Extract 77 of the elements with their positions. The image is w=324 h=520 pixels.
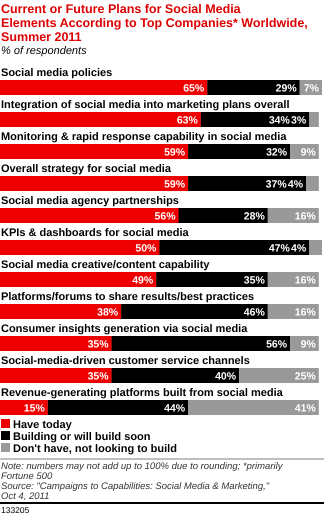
y-tick-label: Monitoring & rapid response capability in social media: [1, 131, 288, 143]
bar: [112, 336, 290, 351]
data-label: 59%: [164, 146, 186, 158]
bar: [0, 144, 188, 159]
data-label: 34%: [268, 114, 291, 126]
data-label: 50%: [135, 242, 158, 254]
bar: [0, 304, 122, 319]
y-tick-label: Integration of social media into marketing plans overall: [1, 99, 290, 111]
source-note: Source: "Campaigns to Capabilities: Social Media & Marketing," Oct 4, 2011: [1, 481, 270, 502]
y-tick-label: KPIs & dashboards for social media: [1, 227, 190, 239]
data-label: 16%: [294, 306, 316, 318]
bar: [309, 240, 322, 255]
bar: [156, 272, 268, 287]
y-tick-label: Social media creative/content capability: [1, 259, 210, 271]
data-label: 3%: [291, 114, 307, 126]
bar: [0, 80, 208, 95]
bar: [239, 368, 319, 383]
data-label: 35%: [244, 274, 266, 286]
data-label: 56%: [266, 338, 288, 350]
data-label: 35%: [88, 370, 110, 382]
bar: [207, 80, 300, 95]
text: Note: numbers may not add up to 100% due to rounding; *primarily Fortune 500: [1, 461, 284, 482]
bar: [48, 400, 188, 415]
y-tick-label: Revenue-generating platforms built from social media: [1, 387, 284, 399]
data-label: 9%: [300, 338, 316, 350]
data-label: 4%: [288, 178, 304, 190]
data-label: 44%: [164, 402, 186, 414]
data-label: 56%: [154, 210, 176, 222]
chart-subtitle: % of respondents: [1, 45, 88, 57]
y-tick-label: Social-media-driven customer service channels: [1, 355, 250, 367]
data-label: 29%: [276, 82, 298, 94]
data-label: 28%: [244, 210, 266, 222]
data-label: 46%: [244, 306, 266, 318]
bar: [306, 176, 319, 191]
bar: [0, 176, 188, 191]
legend-label: Building or will build soon: [13, 431, 151, 443]
data-label: 63%: [176, 114, 199, 126]
data-label: 65%: [183, 82, 205, 94]
text: 133205: [1, 505, 30, 515]
bar: [188, 176, 306, 191]
data-label: 37%: [266, 178, 288, 190]
y-tick-label: Consumer insights generation via social media: [1, 323, 248, 335]
bar: [0, 336, 112, 351]
data-label: 59%: [164, 178, 186, 190]
bar: [112, 368, 240, 383]
y-tick-label: Platforms/forums to share results/best practices: [1, 291, 254, 303]
y-tick-label: Overall strategy for social media: [1, 163, 172, 175]
bar: [0, 368, 112, 383]
data-label: 16%: [294, 210, 316, 222]
bar: [121, 304, 268, 319]
bar: [159, 240, 310, 255]
bar: [0, 208, 179, 223]
chart-title: Current or Future Plans for Social Media Elements According to Top Companies* Worldwide, Summer 2011: [1, 2, 308, 44]
data-label: 7%: [304, 82, 320, 94]
data-label: 32%: [266, 146, 288, 158]
data-label: 47%: [268, 242, 291, 254]
data-label: 9%: [300, 146, 316, 158]
data-label: 16%: [294, 274, 316, 286]
legend-label: Don't have, not looking to build: [13, 443, 177, 455]
data-label: 35%: [88, 338, 110, 350]
y-tick-label: Social media agency partnerships: [1, 195, 179, 207]
data-label: 38%: [97, 306, 119, 318]
bar: [188, 144, 290, 159]
data-label: 4%: [291, 242, 307, 254]
y-tick-label: Social media policies: [1, 67, 112, 79]
bar: [309, 112, 319, 127]
data-label: 40%: [215, 370, 237, 382]
bar: [0, 112, 201, 127]
legend-label: Have today: [13, 419, 73, 431]
data-label: 49%: [132, 274, 154, 286]
bar: [188, 400, 319, 415]
data-label: 25%: [294, 370, 316, 382]
data-label: 41%: [294, 402, 316, 414]
bar: [0, 272, 156, 287]
bar: [0, 240, 160, 255]
data-label: 15%: [24, 402, 46, 414]
bar: [178, 208, 268, 223]
